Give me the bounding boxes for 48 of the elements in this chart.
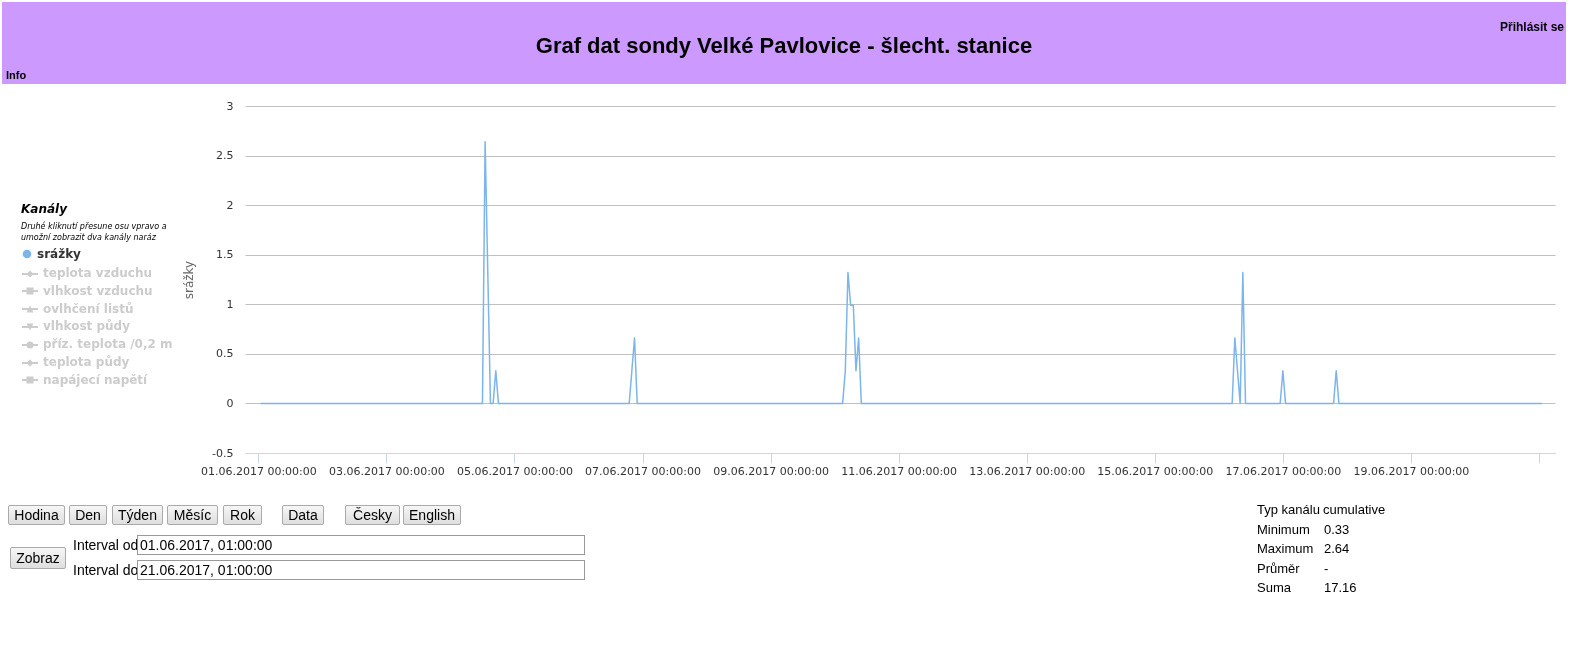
text: 2.64	[1324, 541, 1350, 556]
chart-title: Graf dat sondy Velké Pavlovice - šlecht. stanice	[534, 33, 1034, 59]
x-tick-label: 11.06.2017 00:00:00	[841, 464, 958, 478]
text: Minimum	[1257, 521, 1310, 537]
x-tick-label: 13.06.2017 00:00:00	[969, 464, 1086, 478]
y-tick-label: -0.5	[212, 446, 234, 460]
text: Typ kanálu	[1257, 502, 1320, 517]
y-axis-title: srážky	[182, 260, 197, 300]
text: Maximum	[1257, 541, 1314, 556]
text: Hodina	[8, 505, 65, 525]
legend-title: Kanály	[21, 202, 69, 216]
text: -	[1324, 560, 1329, 576]
text: Den	[69, 505, 107, 525]
text: Týden	[112, 505, 163, 525]
text: Info	[6, 69, 27, 81]
line-series	[260, 140, 1543, 405]
x-tick-label: 17.06.2017 00:00:00	[1225, 464, 1342, 478]
text: Měsíc	[167, 505, 218, 525]
x-tick-label: 07.06.2017 00:00:00	[585, 464, 701, 478]
x-tick-label: 19.06.2017 00:00:00	[1353, 464, 1470, 478]
text: 01.06.2017, 01:00:00	[137, 535, 585, 555]
x-tick-label: 05.06.2017 00:00:00	[457, 464, 573, 478]
y-tick-label: 1	[226, 297, 234, 311]
text: Rok	[223, 505, 262, 525]
text: Suma	[1257, 580, 1291, 595]
y-tick-label: 2	[226, 198, 234, 212]
text: Česky	[345, 505, 400, 525]
text: cumulative	[1323, 502, 1386, 517]
x-tick-label: 09.06.2017 00:00:00	[713, 464, 830, 478]
text: 0.33	[1324, 521, 1350, 537]
legend-label: srážky	[37, 247, 82, 261]
x-tick-label: 15.06.2017 00:00:00	[1097, 464, 1214, 478]
text: Interval od	[73, 537, 139, 553]
y-tick-label: 2.5	[216, 149, 234, 163]
y-tick-label: 3	[226, 99, 234, 113]
y-tick-label: 0.5	[216, 347, 234, 361]
x-tick-label: 01.06.2017 00:00:00	[200, 464, 317, 478]
y-tick-label: 0	[226, 396, 234, 410]
text: English	[403, 505, 461, 525]
text: Druhé kliknutí přesune osu vpravo a umožní zobrazit dva kanály naráz	[21, 221, 168, 243]
text: Zobraz	[10, 547, 66, 569]
text: Průměr	[1257, 560, 1300, 576]
text: 21.06.2017, 01:00:00	[137, 560, 585, 580]
y-tick-label: 1.5	[216, 248, 234, 262]
x-tick-label: 03.06.2017 00:00:00	[328, 464, 445, 478]
text: Přihlásit se	[1499, 20, 1564, 34]
text: 17.16	[1324, 580, 1357, 595]
text: Data	[282, 505, 324, 525]
